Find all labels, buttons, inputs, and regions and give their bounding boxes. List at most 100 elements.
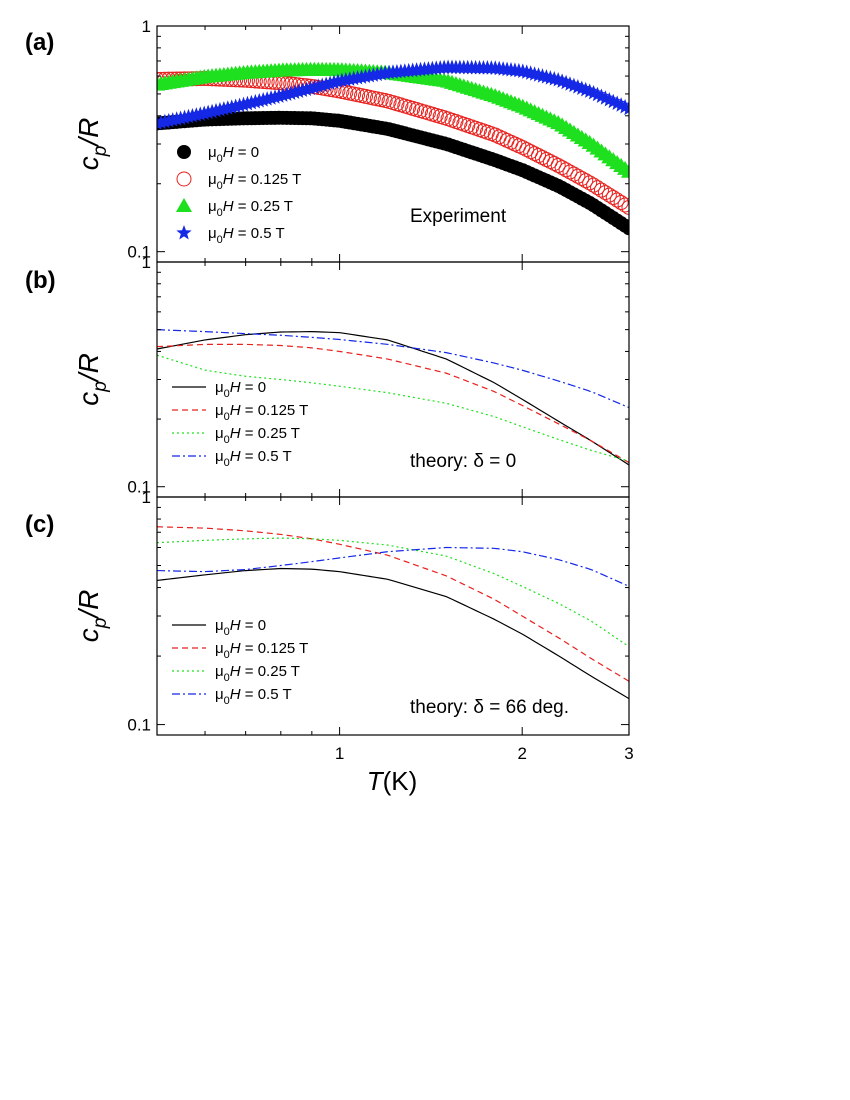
legend-mu: μ <box>215 402 224 419</box>
legend-h: H <box>230 425 241 442</box>
data-point <box>546 155 562 171</box>
data-point <box>578 173 594 189</box>
legend-label: μ0H = 0 <box>215 617 266 638</box>
panel-label: (c) <box>25 511 54 538</box>
data-point <box>590 180 606 196</box>
data-point <box>621 100 629 116</box>
x-tick-label: 2 <box>517 744 526 763</box>
legend-suffix: = 0 <box>241 379 266 396</box>
legend-label: μ0H = 0.25 T <box>208 198 293 219</box>
legend-suffix: = 0.25 T <box>234 198 293 215</box>
y-axis-label-rest: /R <box>73 118 104 148</box>
data-point <box>609 192 625 208</box>
legend-sub: 0 <box>217 180 223 192</box>
legend-sub: 0 <box>224 649 230 661</box>
legend-mu: μ <box>215 617 224 634</box>
panel-annotation: theory: δ = 0 <box>410 451 516 472</box>
data-point <box>519 142 535 158</box>
legend-sub: 0 <box>224 626 230 638</box>
series-4-markers <box>157 59 629 130</box>
legend-sub: 0 <box>224 695 230 707</box>
data-point <box>527 146 543 162</box>
x-tick-label: 3 <box>624 744 633 763</box>
legend-h: H <box>230 686 241 703</box>
panel-annotation: theory: δ = 66 deg. <box>410 697 569 718</box>
y-axis-label-base: c <box>73 156 104 170</box>
data-point <box>531 148 547 164</box>
y-tick-label: 0.1 <box>127 716 151 735</box>
series-3-line <box>157 537 629 648</box>
legend-mu: μ <box>208 144 217 161</box>
legend-h: H <box>223 144 234 161</box>
series-1-line <box>157 567 629 700</box>
data-point <box>558 162 574 178</box>
legend-label: μ0H = 0.25 T <box>215 663 300 684</box>
series-4-line <box>157 546 629 587</box>
data-point <box>593 182 609 198</box>
panel-annotation: Experiment <box>410 206 507 227</box>
data-point <box>617 197 629 213</box>
y-axis-label-sub: p <box>90 381 111 393</box>
legend-sub: 0 <box>217 207 223 219</box>
legend-marker <box>177 145 191 159</box>
y-axis-label-base: c <box>73 392 104 406</box>
data-point <box>582 175 598 191</box>
data-point <box>601 187 617 203</box>
y-axis-label-base: c <box>73 628 104 642</box>
legend-suffix: = 0.5 T <box>241 686 292 703</box>
data-point <box>550 157 566 173</box>
y-axis-label: cp/R <box>73 118 111 171</box>
legend-sub: 0 <box>224 388 230 400</box>
legend-label: μ0H = 0.25 T <box>215 425 300 446</box>
legend-mu: μ <box>215 379 224 396</box>
data-point <box>566 166 582 182</box>
legend-label: μ0H = 0.5 T <box>215 448 292 469</box>
legend-h: H <box>230 448 241 465</box>
data-point <box>621 199 629 215</box>
data-point <box>554 160 570 176</box>
legend-mu: μ <box>208 225 217 242</box>
legend-suffix: = 0.5 T <box>241 448 292 465</box>
data-point <box>620 163 629 178</box>
y-tick-label: 1 <box>142 253 151 272</box>
series-4-line <box>157 329 629 409</box>
legend-mu: μ <box>208 198 217 215</box>
legend-mu: μ <box>215 686 224 703</box>
legend-label: μ0H = 0 <box>208 144 259 165</box>
legend-marker <box>175 197 193 213</box>
y-axis-label-rest: /R <box>73 353 104 383</box>
legend-sub: 0 <box>224 411 230 423</box>
data-point <box>622 221 629 236</box>
legend-label: μ0H = 0.125 T <box>208 171 301 192</box>
y-axis-label-sub: p <box>90 146 111 158</box>
series-group <box>157 526 629 700</box>
series-group <box>157 59 629 236</box>
y-axis-label-rest: /R <box>73 590 104 620</box>
x-ticks <box>204 497 630 735</box>
legend-suffix: = 0 <box>241 617 266 634</box>
series-1-line <box>157 331 629 466</box>
data-point <box>586 177 602 193</box>
legend-suffix: = 0.25 T <box>241 663 300 680</box>
data-point <box>542 154 558 170</box>
data-point <box>605 190 621 206</box>
data-point <box>511 138 527 154</box>
data-point <box>574 170 590 186</box>
legend-mu: μ <box>215 448 224 465</box>
legend-h: H <box>230 640 241 657</box>
legend-label: μ0H = 0.125 T <box>215 402 308 423</box>
x-ticks <box>204 26 630 262</box>
legend-suffix: = 0.25 T <box>241 425 300 442</box>
legend-suffix: = 0.5 T <box>234 225 285 242</box>
legend-sub: 0 <box>217 153 223 165</box>
legend-h: H <box>223 171 234 188</box>
series-3-line <box>157 354 629 462</box>
data-point <box>570 168 586 184</box>
legend-label: μ0H = 0.5 T <box>208 225 285 246</box>
x-ticks <box>204 262 630 497</box>
y-ticks <box>157 496 629 736</box>
legend-suffix: = 0.125 T <box>241 402 309 419</box>
